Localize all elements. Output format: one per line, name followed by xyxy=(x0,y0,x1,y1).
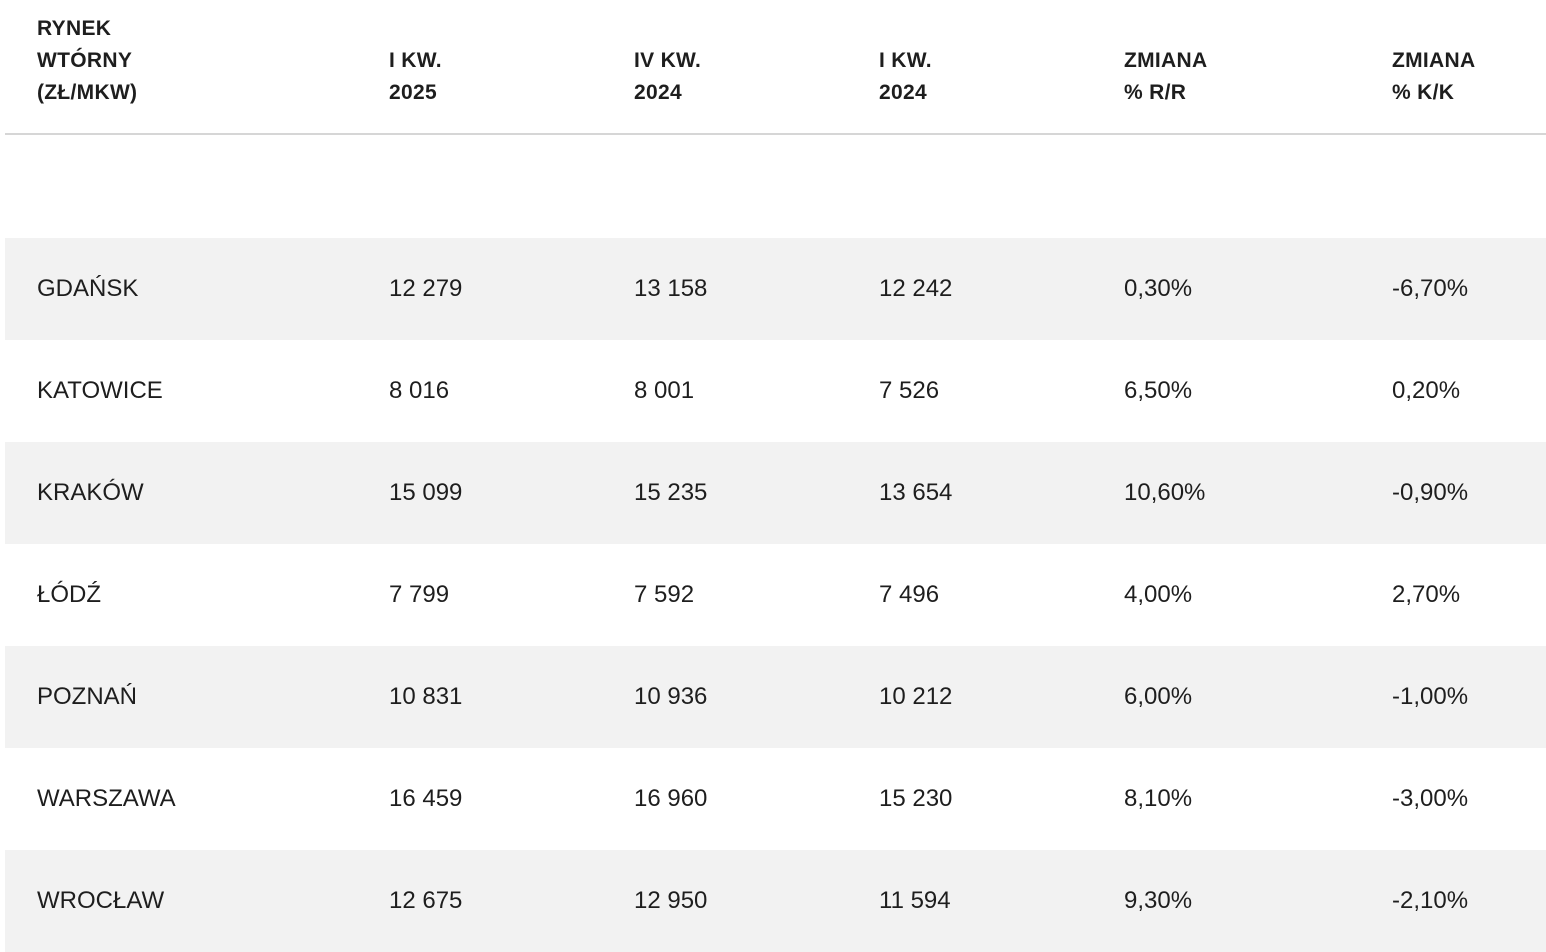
cell-change-qoq: 2,70% xyxy=(1392,581,1461,608)
header-market: RYNEK WTÓRNY (ZŁ/MKW) xyxy=(37,17,138,104)
cell-q1-2024: 7 496 xyxy=(879,581,940,608)
header-q1-2024: I KW. 2024 xyxy=(879,49,932,104)
cell-change-yoy: 4,00% xyxy=(1124,581,1193,608)
cell-change-yoy: 9,30% xyxy=(1124,887,1193,914)
header-q4-2024: IV KW. 2024 xyxy=(634,49,702,104)
cell-q1-2025: 12 675 xyxy=(389,887,463,914)
cell-change-qoq: -6,70% xyxy=(1392,275,1469,302)
cell-city: WARSZAWA xyxy=(37,785,176,812)
table-row: WROCŁAW 12 675 12 950 11 594 9,30% -2,10… xyxy=(5,850,1546,952)
cell-change-qoq: 0,20% xyxy=(1392,377,1461,404)
table-row: ŁÓDŹ 7 799 7 592 7 496 4,00% 2,70% xyxy=(5,544,1546,646)
cell-q1-2025: 16 459 xyxy=(389,785,463,812)
cell-q1-2025: 15 099 xyxy=(389,479,463,506)
cell-q4-2024: 16 960 xyxy=(634,785,708,812)
cell-q1-2025: 12 279 xyxy=(389,275,463,302)
cell-q1-2024: 7 526 xyxy=(879,377,940,404)
header-change-yoy: ZMIANA % R/R xyxy=(1124,49,1208,104)
cell-city: ŁÓDŹ xyxy=(37,581,102,608)
cell-q1-2025: 8 016 xyxy=(389,377,450,404)
header-q1-2025: I KW. 2025 xyxy=(389,49,442,104)
cell-change-yoy: 0,30% xyxy=(1124,275,1193,302)
cell-change-yoy: 10,60% xyxy=(1124,479,1206,506)
cell-q1-2024: 12 242 xyxy=(879,275,953,302)
header-change-qoq: ZMIANA % K/K xyxy=(1392,49,1476,104)
cell-q4-2024: 13 158 xyxy=(634,275,708,302)
cell-q4-2024: 15 235 xyxy=(634,479,708,506)
table-row: GDAŃSK 12 279 13 158 12 242 0,30% -6,70% xyxy=(5,238,1546,340)
cell-city: KRAKÓW xyxy=(37,479,144,506)
cell-q1-2024: 10 212 xyxy=(879,683,953,710)
table-row: POZNAŃ 10 831 10 936 10 212 6,00% -1,00% xyxy=(5,646,1546,748)
cell-q1-2024: 13 654 xyxy=(879,479,953,506)
cell-change-qoq: -2,10% xyxy=(1392,887,1469,914)
cell-q4-2024: 7 592 xyxy=(634,581,695,608)
cell-city: WROCŁAW xyxy=(37,887,165,914)
cell-q4-2024: 8 001 xyxy=(634,377,695,404)
cell-q1-2024: 15 230 xyxy=(879,785,953,812)
cell-change-qoq: -1,00% xyxy=(1392,683,1469,710)
cell-change-yoy: 6,50% xyxy=(1124,377,1193,404)
cell-q1-2024: 11 594 xyxy=(879,887,951,914)
cell-change-yoy: 6,00% xyxy=(1124,683,1193,710)
table-header: RYNEK WTÓRNY (ZŁ/MKW) I KW. 2025 IV KW. … xyxy=(5,0,1546,135)
cell-city: POZNAŃ xyxy=(37,683,138,710)
cell-city: KATOWICE xyxy=(37,377,163,404)
table-row: KRAKÓW 15 099 15 235 13 654 10,60% -0,90… xyxy=(5,442,1546,544)
price-table: RYNEK WTÓRNY (ZŁ/MKW) I KW. 2025 IV KW. … xyxy=(5,0,1546,952)
cell-change-yoy: 8,10% xyxy=(1124,785,1193,812)
cell-city: GDAŃSK xyxy=(37,275,139,302)
cell-q4-2024: 10 936 xyxy=(634,683,708,710)
table-row: KATOWICE 8 016 8 001 7 526 6,50% 0,20% xyxy=(5,340,1546,442)
cell-change-qoq: -3,00% xyxy=(1392,785,1469,812)
cell-change-qoq: -0,90% xyxy=(1392,479,1469,506)
table-row: WARSZAWA 16 459 16 960 15 230 8,10% -3,0… xyxy=(5,748,1546,850)
cell-q4-2024: 12 950 xyxy=(634,887,708,914)
cell-q1-2025: 10 831 xyxy=(389,683,463,710)
cell-q1-2025: 7 799 xyxy=(389,581,450,608)
table-spacer xyxy=(5,135,1546,238)
